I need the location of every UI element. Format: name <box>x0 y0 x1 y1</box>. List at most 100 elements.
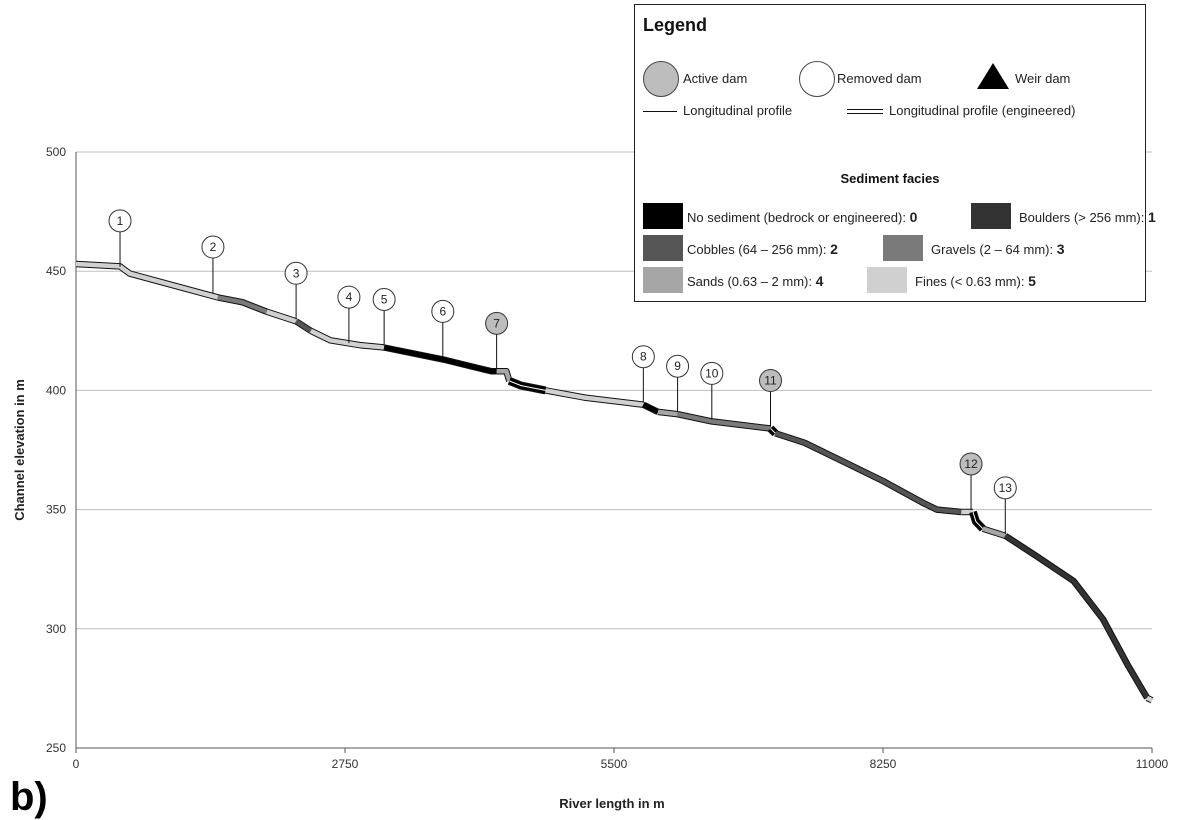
facies-3-entry: Gravels (2 – 64 mm): 3 <box>931 241 1065 257</box>
legend-profile: Longitudinal profile <box>683 103 793 118</box>
facies-3-swatch <box>883 235 923 261</box>
dam-11-label: 11 <box>764 374 777 388</box>
legend-title: Legend <box>643 15 708 35</box>
profile-segment-16 <box>982 526 1006 538</box>
dam-12-label: 12 <box>964 457 978 471</box>
dam-1-marker <box>108 209 132 233</box>
facies-3-label: Gravels (2 – 64 mm): <box>931 242 1054 257</box>
profile-segment-2 <box>266 309 297 324</box>
dam-4-marker <box>337 285 361 309</box>
profile-segment-1 <box>217 295 268 314</box>
profile-outline-17 <box>1003 533 1150 700</box>
panel-label: b) <box>10 775 48 819</box>
dam-7-label: 7 <box>493 316 500 330</box>
active-dam-icon <box>643 61 679 97</box>
profile-segment-11 <box>677 411 771 431</box>
dam-8-label: 8 <box>640 350 647 364</box>
legend-weir-dam: Weir dam <box>1015 71 1071 86</box>
y-tick-label: 300 <box>46 622 66 636</box>
profile-segment-10 <box>657 409 678 417</box>
profile-engineered-gap-12 <box>770 428 776 434</box>
facies-0-entry: No sediment (bedrock or engineered): 0 <box>687 209 917 225</box>
dam-11-marker <box>759 369 783 393</box>
profile-segment-0 <box>75 261 219 300</box>
facies-5-code: 5 <box>1028 273 1036 289</box>
longitudinal-profile <box>75 260 1154 704</box>
dam-7-marker <box>485 311 509 335</box>
facies-2-entry: Cobbles (64 – 256 mm): 2 <box>687 241 838 257</box>
profile-segment-9 <box>642 402 659 414</box>
dam-10-marker <box>700 361 724 385</box>
facies-4-label: Sands (0.63 – 2 mm): <box>687 274 812 289</box>
y-tick-label: 250 <box>46 741 66 755</box>
facies-1-label: Boulders (> 256 mm): <box>1019 210 1145 225</box>
dam-2-marker <box>201 235 225 259</box>
dam-9-label: 9 <box>674 359 681 373</box>
facies-0-label: No sediment (bedrock or engineered): <box>687 210 906 225</box>
profile-segment-4 <box>309 328 385 350</box>
profile-segment-8 <box>545 388 644 407</box>
dam-9-marker <box>666 354 690 378</box>
dam-13-label: 13 <box>999 481 1013 495</box>
profile-engineered-gap-15 <box>972 511 984 530</box>
legend-facies-title: Sediment facies <box>840 171 940 186</box>
x-tick-label: 0 <box>73 757 80 771</box>
facies-5-swatch <box>867 267 907 293</box>
dam-12-marker <box>959 452 983 476</box>
y-tick-label: 450 <box>46 264 66 278</box>
y-tick-label: 500 <box>46 145 66 159</box>
facies-2-swatch <box>643 235 683 261</box>
facies-5-entry: Fines (< 0.63 mm): 5 <box>915 273 1036 289</box>
dam-8-marker <box>631 345 655 369</box>
facies-0-swatch <box>643 203 683 229</box>
facies-2-code: 2 <box>830 241 838 257</box>
engineered-profile-line-icon <box>847 109 883 114</box>
dam-5-label: 5 <box>381 292 388 306</box>
legend-active-dam: Active dam <box>683 71 748 86</box>
profile-engineered-gap-7 <box>509 380 546 391</box>
removed-dam-icon <box>799 61 835 97</box>
y-axis-title: Channel elevation in m <box>12 379 27 521</box>
dam-10-label: 10 <box>705 366 719 380</box>
facies-0-code: 0 <box>909 209 918 225</box>
profile-segment-3 <box>294 319 313 333</box>
x-tick-label: 11000 <box>1136 757 1169 771</box>
legend-profile-engineered: Longitudinal profile (engineered) <box>889 103 1076 118</box>
profile-segment-5 <box>383 345 497 374</box>
facies-1-swatch <box>971 203 1011 229</box>
facies-2-label: Cobbles (64 – 256 mm): <box>687 242 827 257</box>
axes <box>75 152 1153 753</box>
dam-5-marker <box>372 287 396 311</box>
facies-1-code: 1 <box>1147 209 1156 225</box>
facies-1-entry: Boulders (> 256 mm): 1 <box>1019 209 1156 225</box>
weir-dam-icon <box>977 63 1009 89</box>
y-tick-label: 400 <box>46 383 66 397</box>
legend-removed-dam: Removed dam <box>837 71 922 86</box>
facies-4-entry: Sands (0.63 – 2 mm): 4 <box>687 273 823 289</box>
legend: Legend Active dam Removed dam Weir dam L… <box>634 4 1156 302</box>
facies-3-code: 3 <box>1056 241 1065 257</box>
x-tick-label: 2750 <box>332 757 359 771</box>
dam-3-marker <box>284 261 308 285</box>
dam-6-label: 6 <box>439 304 446 318</box>
facies-5-label: Fines (< 0.63 mm): <box>915 274 1025 289</box>
profile-segment-17 <box>1004 533 1150 700</box>
profile-segment-18 <box>1146 695 1153 703</box>
x-axis-title: River length in m <box>559 796 664 811</box>
y-tick-label: 350 <box>46 503 66 517</box>
dam-3-label: 3 <box>293 266 300 280</box>
dam-13-marker <box>993 476 1017 500</box>
dam-6-marker <box>431 299 455 323</box>
dam-1-label: 1 <box>117 214 124 228</box>
facies-4-swatch <box>643 267 683 293</box>
x-tick-label: 8250 <box>870 757 897 771</box>
facies-4-code: 4 <box>815 273 824 289</box>
profile-segment-13 <box>774 431 962 515</box>
profile-segment-6 <box>496 369 512 382</box>
dam-2-label: 2 <box>210 240 217 254</box>
dam-4-label: 4 <box>346 290 353 304</box>
profile-line-icon <box>643 111 677 112</box>
